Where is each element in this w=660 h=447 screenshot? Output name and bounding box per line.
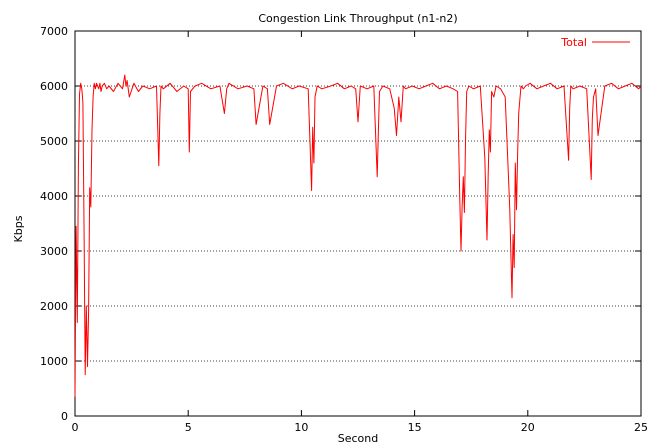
ytick-label-3000: 3000 [40,245,68,258]
ytick-label-5000: 5000 [40,135,68,148]
xtick-label-25: 25 [634,421,648,434]
ytick-label-2000: 2000 [40,300,68,313]
ytick-label-4000: 4000 [40,190,68,203]
xtick-label-0: 0 [72,421,79,434]
chart-title: Congestion Link Throughput (n1-n2) [258,12,457,25]
y-axis-label: Kbps [12,215,25,242]
x-axis-ticks: 0 5 10 15 20 25 [72,31,648,434]
xtick-label-5: 5 [185,421,192,434]
y-axis-ticks: 0 1000 2000 3000 4000 5000 6000 7000 [40,25,641,423]
xtick-label-20: 20 [521,421,535,434]
ytick-label-6000: 6000 [40,80,68,93]
ytick-label-0: 0 [61,410,68,423]
grid-lines [75,85,641,362]
legend-label-total: Total [560,36,587,49]
plot-area-frame [74,30,642,417]
ytick-label-1000: 1000 [40,355,68,368]
x-axis-label: Second [338,432,378,445]
series-line-total [74,74,642,397]
legend: Total [560,36,630,49]
ytick-label-7000: 7000 [40,25,68,38]
xtick-label-15: 15 [408,421,422,434]
xtick-label-10: 10 [294,421,308,434]
series-layer [74,74,642,397]
